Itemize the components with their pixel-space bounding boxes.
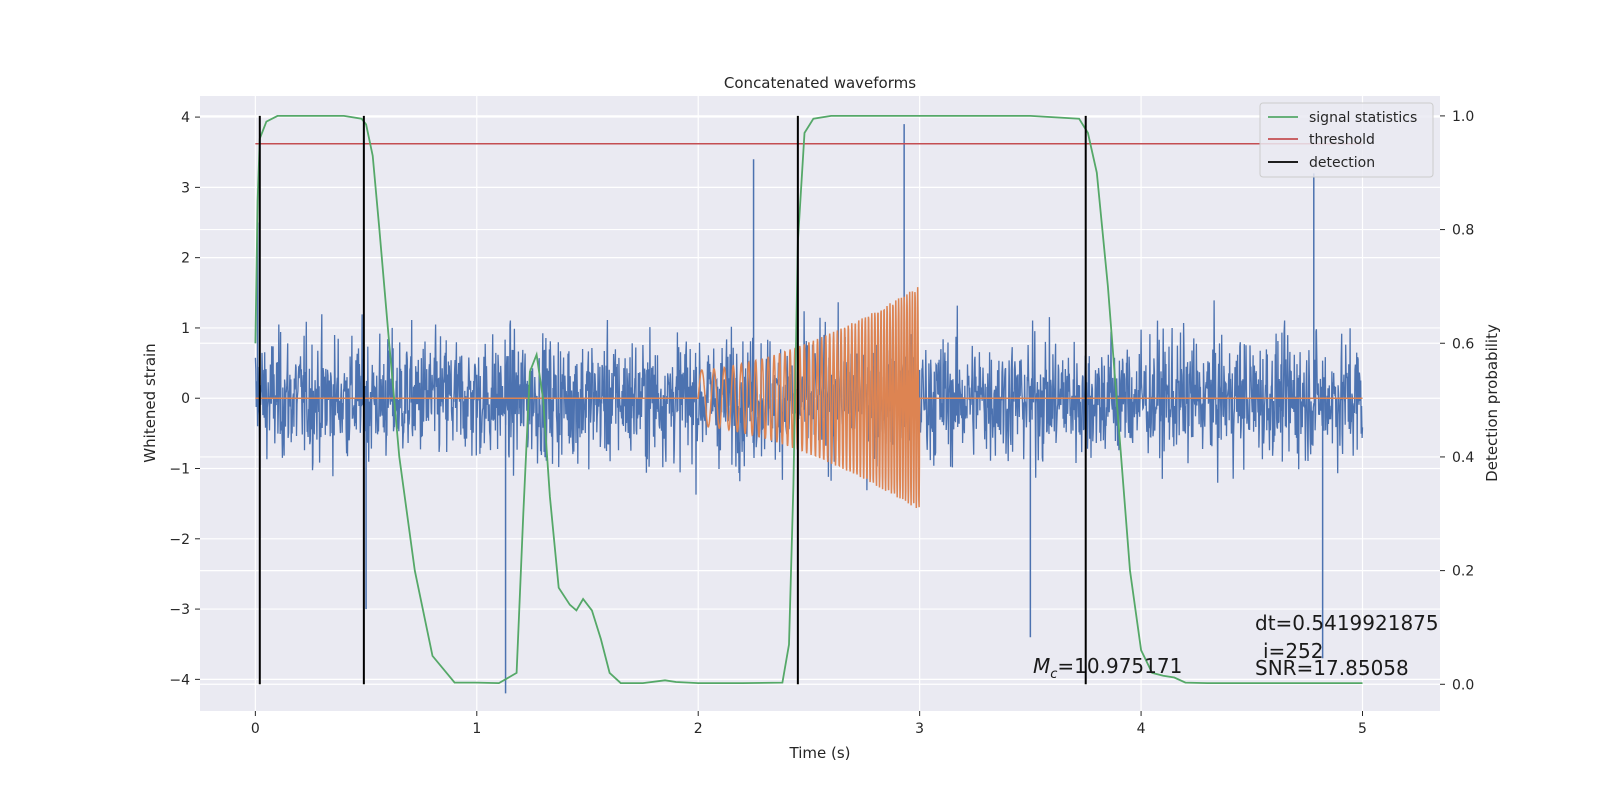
annotation-i: i=252 <box>1263 639 1324 663</box>
annotation-snr: SNR=17.85058 <box>1255 656 1409 680</box>
annotation-mc-subscript: c <box>1050 667 1057 682</box>
y-tick-label: −1 <box>169 462 190 478</box>
annotation-mc-symbol: M <box>1033 654 1050 678</box>
y-tick-label: 0 <box>181 391 190 407</box>
y-tick-label: −2 <box>169 532 190 548</box>
y2-axis-label: Detection probability <box>1483 324 1501 482</box>
y-tick-label: 3 <box>181 180 190 196</box>
y-tick-label: −3 <box>169 602 190 618</box>
x-tick-label: 3 <box>915 721 924 737</box>
y2-tick-label: 0.6 <box>1452 336 1474 352</box>
strain-line <box>254 300 1364 495</box>
y2-tick-label: 0.4 <box>1452 450 1474 466</box>
chart-title: Concatenated waveforms <box>724 74 916 92</box>
y2-tick-label: 0.0 <box>1452 677 1474 693</box>
legend-label-threshold: threshold <box>1309 132 1375 148</box>
annotation-mc-value: =10.975171 <box>1057 654 1182 678</box>
y2-tick-label: 0.2 <box>1452 564 1474 580</box>
annotation-chirp-mass: Mc=10.975171 <box>1033 654 1182 682</box>
x-tick-label: 0 <box>251 721 260 737</box>
y-axis-label: Whitened strain <box>141 343 159 462</box>
series-layer <box>254 115 1364 694</box>
y-tick-label: 4 <box>181 110 190 126</box>
x-tick-label: 1 <box>472 721 481 737</box>
y-tick-label: −4 <box>169 672 190 688</box>
legend-box <box>1259 102 1434 178</box>
signal-statistics-line <box>254 115 1363 685</box>
legend: signal statistics threshold detection <box>1259 102 1434 178</box>
y2-tick-label: 1.0 <box>1452 109 1474 125</box>
legend-label-detection: detection <box>1309 155 1375 171</box>
template-line <box>255 287 1363 509</box>
axes-ticks: 0 1 2 3 4 5 −4 −3 −2 −1 0 1 2 3 4 0.0 0.2 0.4 0.6 0.8 1.0 <box>169 109 1474 737</box>
x-tick-label: 4 <box>1137 721 1146 737</box>
legend-label-signal-statistics: signal statistics <box>1309 110 1417 126</box>
x-axis-label: Time (s) <box>789 744 851 762</box>
x-tick-label: 5 <box>1358 721 1367 737</box>
y-tick-label: 1 <box>181 321 190 337</box>
y-tick-label: 2 <box>181 251 190 267</box>
x-tick-label: 2 <box>694 721 703 737</box>
y2-tick-label: 0.8 <box>1452 223 1474 239</box>
annotation-dt: dt=0.5419921875 <box>1255 611 1439 635</box>
